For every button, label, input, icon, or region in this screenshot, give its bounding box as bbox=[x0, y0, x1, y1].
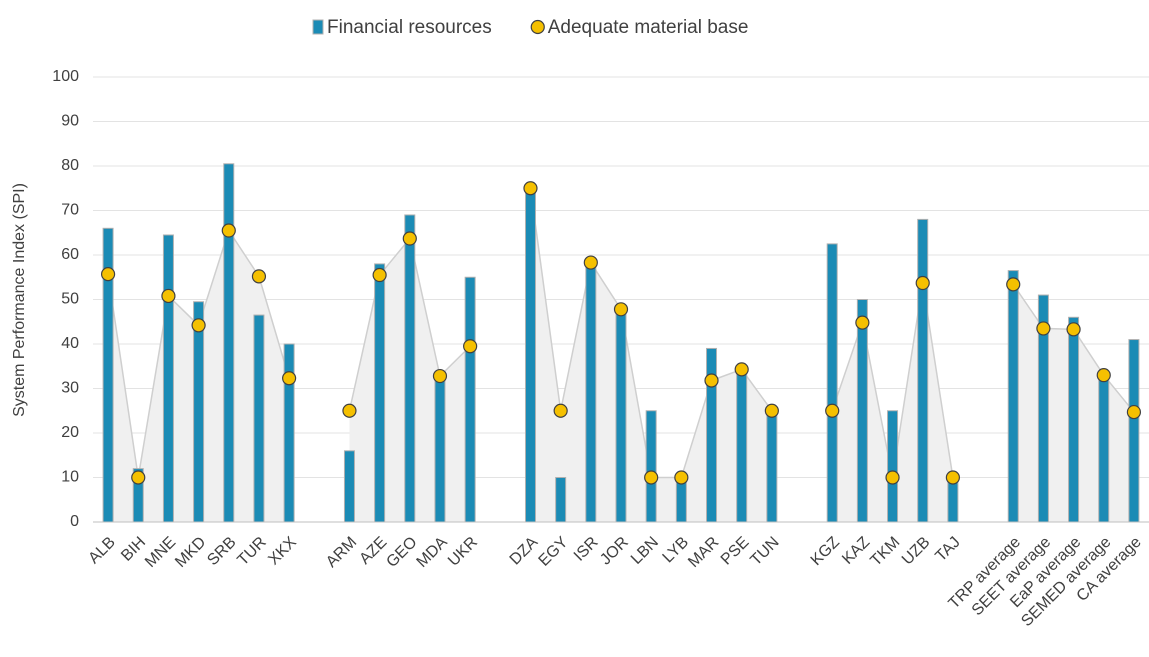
marker bbox=[704, 373, 719, 388]
x-tick-label: MNE bbox=[142, 534, 179, 571]
x-tick-label: ARM bbox=[323, 534, 360, 571]
marker bbox=[342, 403, 357, 418]
marker bbox=[1096, 368, 1111, 383]
marker bbox=[915, 275, 930, 291]
bar bbox=[1068, 316, 1080, 523]
x-tick-label: SRB bbox=[204, 534, 239, 569]
marker bbox=[945, 470, 960, 485]
marker bbox=[523, 181, 538, 196]
x-tick-label: AZE bbox=[356, 534, 390, 568]
x-tick-label: ALB bbox=[85, 534, 118, 567]
bar bbox=[374, 263, 386, 523]
x-tick-label: DZA bbox=[507, 534, 542, 569]
x-tick-label: ISR bbox=[571, 534, 602, 565]
bar bbox=[917, 218, 929, 523]
bar bbox=[223, 163, 235, 523]
y-tick-label: 40 bbox=[61, 335, 79, 352]
legend-swatch bbox=[312, 19, 324, 35]
y-tick-label: 30 bbox=[61, 380, 79, 397]
x-tick-label: PSE bbox=[718, 534, 753, 569]
y-tick-label: 100 bbox=[52, 68, 79, 85]
y-tick-label: 50 bbox=[61, 291, 79, 308]
y-tick-label: 10 bbox=[61, 469, 79, 486]
legend-label: Financial resources bbox=[327, 17, 492, 38]
x-tick-label: UKR bbox=[445, 534, 481, 570]
legend: Financial resources Adequate material bas… bbox=[312, 17, 749, 38]
marker bbox=[855, 315, 870, 330]
y-tick-label: 0 bbox=[70, 513, 79, 530]
x-tick-label: MAR bbox=[685, 534, 722, 571]
bar bbox=[555, 477, 567, 523]
x-tick-label: MKD bbox=[172, 534, 209, 571]
marker bbox=[764, 403, 779, 418]
marker bbox=[825, 403, 840, 418]
bar bbox=[766, 410, 778, 523]
y-tick-label: 60 bbox=[61, 246, 79, 263]
marker bbox=[644, 470, 659, 485]
marker bbox=[282, 371, 297, 386]
bar bbox=[162, 234, 174, 523]
marker bbox=[734, 362, 749, 377]
y-tick-label: 70 bbox=[61, 202, 79, 219]
marker bbox=[372, 267, 387, 283]
bar bbox=[343, 450, 355, 523]
x-tick-label: KAZ bbox=[839, 534, 873, 568]
bar bbox=[1128, 339, 1140, 523]
marker bbox=[1066, 322, 1081, 337]
y-tick-label: 90 bbox=[61, 113, 79, 130]
marker bbox=[432, 368, 448, 384]
bar bbox=[464, 276, 476, 523]
bar bbox=[404, 214, 416, 523]
marker bbox=[100, 267, 116, 282]
marker bbox=[674, 470, 689, 485]
marker bbox=[553, 403, 568, 418]
x-tick-label: GEO bbox=[383, 534, 420, 571]
x-tick-label: KGZ bbox=[808, 534, 843, 569]
bar bbox=[887, 410, 899, 523]
bar bbox=[645, 410, 657, 523]
bar bbox=[253, 314, 265, 523]
bar bbox=[826, 243, 838, 523]
x-tick-label: XKX bbox=[265, 534, 300, 569]
bar bbox=[615, 307, 627, 523]
bar bbox=[283, 343, 295, 523]
y-tick-label: 80 bbox=[61, 157, 79, 174]
x-tick-label: TUN bbox=[747, 534, 782, 569]
bar bbox=[1098, 374, 1110, 523]
bar bbox=[524, 187, 536, 523]
marker bbox=[161, 288, 176, 304]
bar bbox=[856, 299, 868, 523]
x-tick-label: TAJ bbox=[932, 534, 963, 565]
marker bbox=[1126, 404, 1142, 420]
x-tick-label: EGY bbox=[536, 534, 572, 570]
marker bbox=[402, 231, 417, 246]
x-tick-label: JOR bbox=[597, 534, 632, 569]
marker bbox=[885, 470, 900, 485]
legend-label: Adequate material base bbox=[548, 17, 749, 38]
marker bbox=[1036, 321, 1051, 336]
marker bbox=[1006, 277, 1021, 292]
marker bbox=[583, 255, 598, 270]
marker bbox=[191, 318, 206, 333]
marker bbox=[221, 223, 236, 238]
x-tick-label: MDA bbox=[414, 534, 451, 571]
y-axis-label: System Performance Index (SPI) bbox=[11, 183, 28, 417]
marker bbox=[613, 302, 629, 317]
bar bbox=[736, 365, 748, 523]
legend-swatch bbox=[530, 19, 545, 35]
x-tick-label: UZB bbox=[899, 534, 934, 569]
y-tick-label: 20 bbox=[61, 424, 79, 441]
bar bbox=[434, 374, 446, 523]
marker bbox=[131, 470, 146, 485]
marker bbox=[251, 269, 267, 284]
x-tick-label: TUR bbox=[234, 534, 269, 569]
marker bbox=[463, 339, 478, 354]
bar bbox=[193, 301, 205, 523]
bar bbox=[585, 263, 597, 523]
x-tick-label: LBN bbox=[628, 534, 662, 568]
x-tick-label: TKM bbox=[867, 534, 903, 570]
bar bbox=[1007, 270, 1019, 523]
